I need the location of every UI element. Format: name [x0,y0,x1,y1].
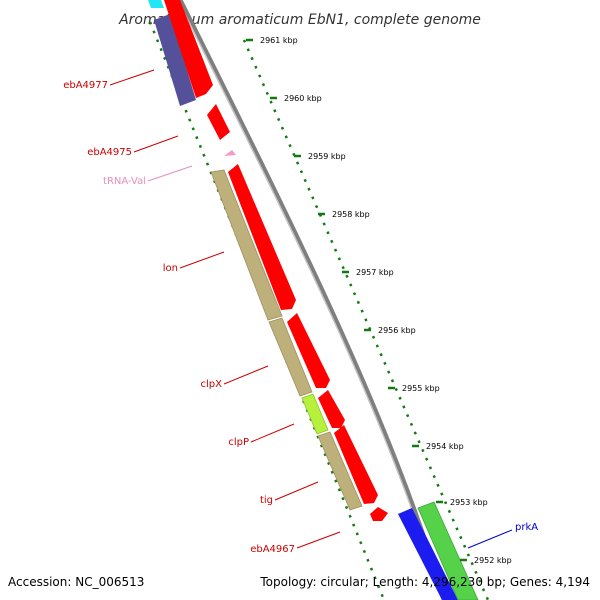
feature-cog-olive-clpx [268,317,313,397]
gene-label: ebA4977 [63,80,108,91]
genome-backbone-highlight [177,0,443,600]
gene-label: prkA [515,522,538,533]
tick-label: 2957 kbp [356,268,394,277]
outer-dotted-guide [242,39,490,600]
genome-backbone [177,0,447,600]
tick-label: 2956 kbp [378,326,416,335]
gene-label: tRNA-Val [103,176,146,187]
gene-label: ebA4975 [87,147,132,158]
gene-label-leader [250,423,295,443]
tick-label: 2952 kbp [474,556,512,565]
gene-label: ebA4967 [250,544,295,555]
map-title: Aromatoleum aromaticum EbN1, complete ge… [118,12,481,28]
tick-label: 2955 kbp [402,384,440,393]
gene-label-leader [467,529,513,549]
gene-label-leader [179,251,225,269]
gene-label: clpP [228,437,249,448]
feature-cog-purple [154,14,196,106]
feature-cog-olive-tig [317,431,363,511]
tick-label: 2958 kbp [332,210,370,219]
gene-labels: ebA4977 ebA4975 tRNA-Val lon clpX clpP tig ebA4… [63,69,538,555]
gene-label-leader [296,531,341,549]
accession-text: Accession: NC_006513 [8,575,144,589]
feature-trna-val [224,150,236,156]
cds-ring [164,0,388,521]
cog-ring [148,0,479,600]
gene-label-leader [274,481,319,501]
feature-cds-lon [228,164,296,310]
tick-label: 2960 kbp [284,94,322,103]
feature-cog-cyan [148,0,164,8]
gene-label-leader [133,135,179,153]
feature-cds-clpx [287,313,330,388]
feature-cds-ebA4977 [164,0,213,98]
feature-cds-tig [334,425,378,504]
feature-cds-clpp [318,390,345,428]
dotted-guides [148,21,490,600]
feature-cog-lime-clpp [301,393,329,435]
tick-label: 2954 kbp [426,442,464,451]
tick-label: 2961 kbp [260,36,298,45]
genome-summary-text: Topology: circular; Length: 4,296,230 bp… [259,575,590,589]
gene-label-leader [223,365,269,385]
feature-cds-ebA4967 [370,507,388,521]
feature-cds-ebA4975 [207,104,230,140]
gene-label: lon [163,263,178,274]
feature-cog-olive-lon [210,169,283,321]
gene-label-leader [147,165,193,182]
feature-cog-green [417,501,479,600]
feature-cog-blue-prka [398,508,458,600]
gene-label-leader [109,69,155,86]
gene-label: tig [260,495,273,506]
tick-label: 2953 kbp [450,498,488,507]
gene-label: clpX [201,379,223,390]
tick-label: 2959 kbp [308,152,346,161]
position-ticks: 2961 kbp 2960 kbp 2959 kbp 2958 kbp 2957 kbp… [246,36,512,565]
